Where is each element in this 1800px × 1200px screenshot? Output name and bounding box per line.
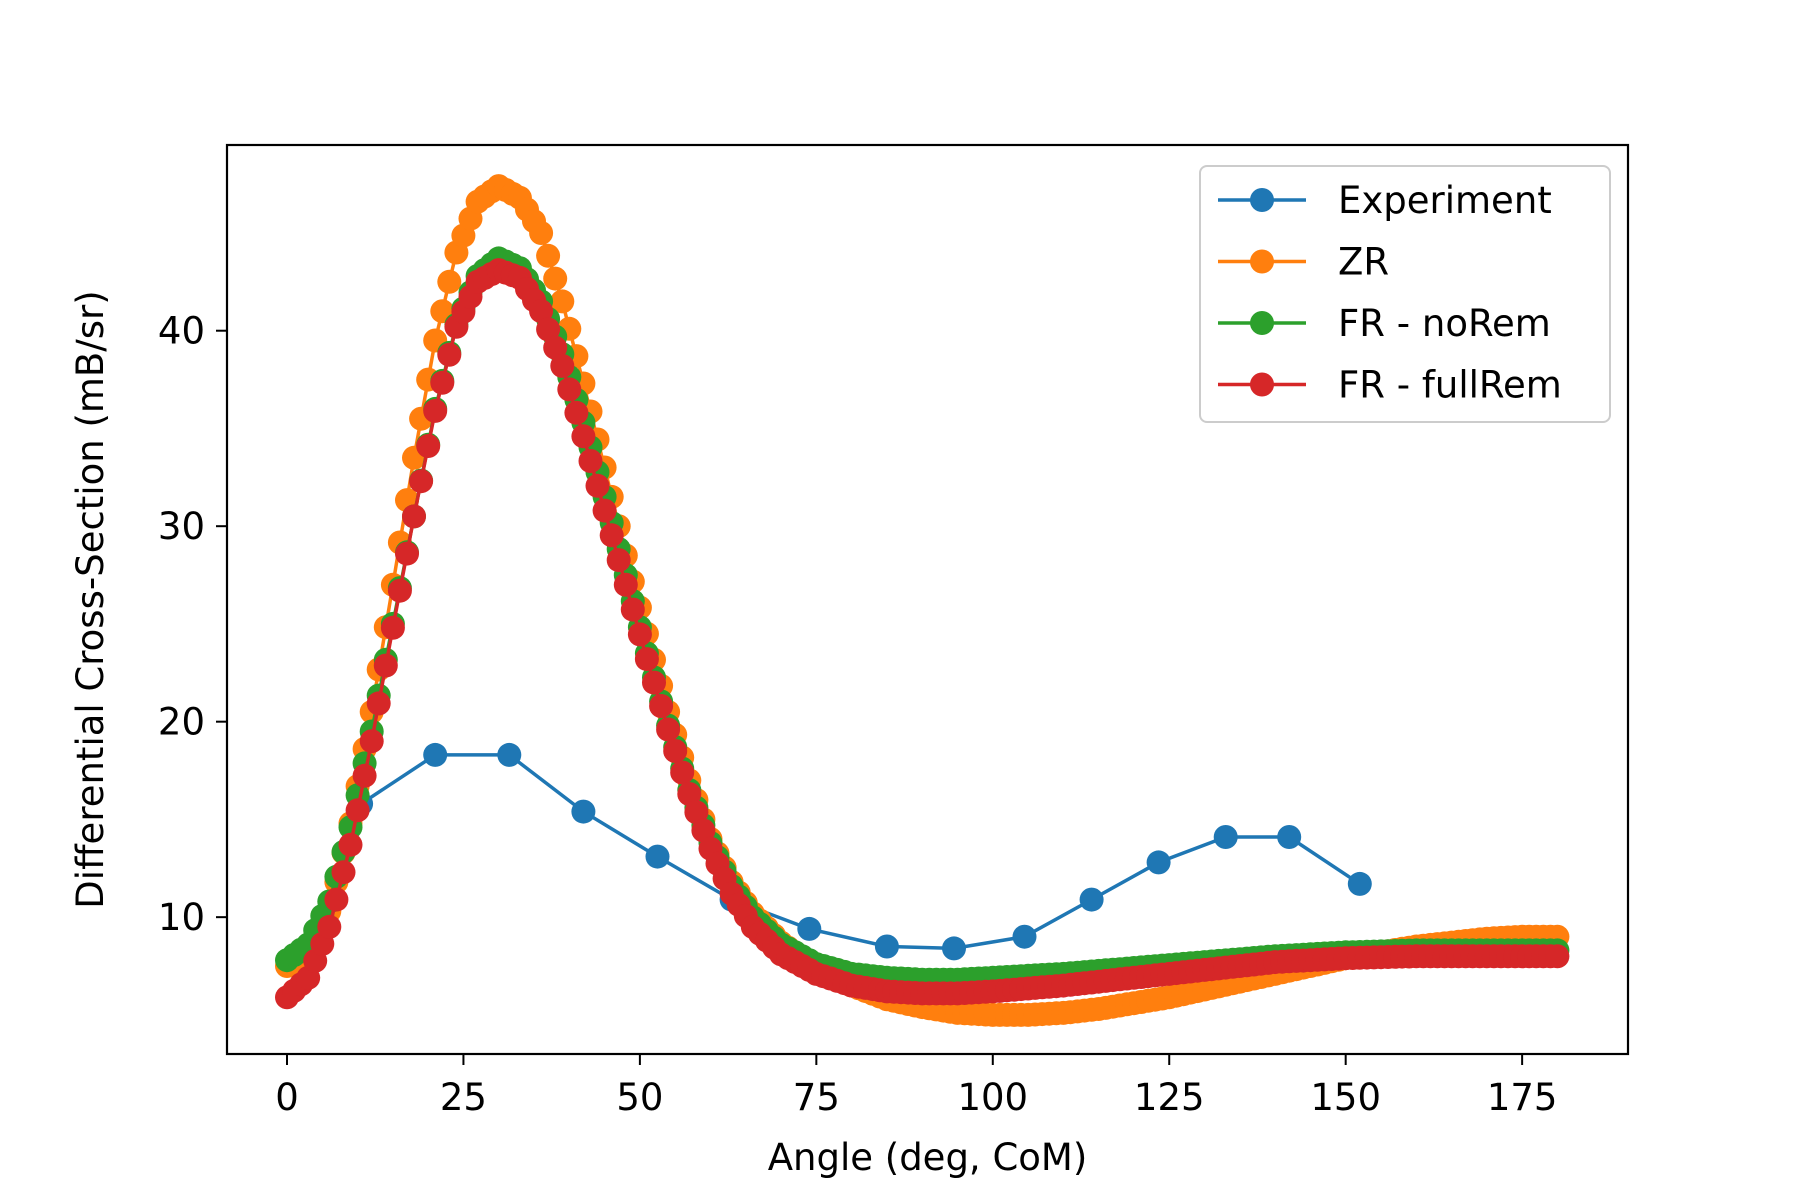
data-point xyxy=(564,400,589,425)
legend-item: Experiment xyxy=(1218,179,1552,222)
data-point xyxy=(352,763,377,788)
y-tick-label: 30 xyxy=(158,505,205,548)
y-tick-label: 40 xyxy=(158,310,205,353)
data-point xyxy=(571,799,596,824)
data-point xyxy=(550,353,575,378)
data-point xyxy=(663,739,688,763)
x-tick-label: 175 xyxy=(1487,1076,1558,1119)
x-tick-label: 25 xyxy=(440,1076,487,1119)
data-point xyxy=(529,221,554,245)
data-point xyxy=(1012,924,1037,949)
x-tick-label: 0 xyxy=(275,1076,299,1119)
data-point xyxy=(942,936,966,961)
data-point xyxy=(437,269,462,294)
series-layer xyxy=(275,174,1570,1027)
x-tick-label: 150 xyxy=(1310,1076,1381,1119)
data-point xyxy=(430,370,455,395)
legend: Experiment ZR FR - noRem FR - fullRem xyxy=(1199,165,1611,423)
series-0 xyxy=(349,742,1372,961)
y-tick-label: 20 xyxy=(158,701,205,744)
data-point xyxy=(529,299,554,324)
data-point xyxy=(645,844,670,869)
data-point xyxy=(324,887,349,912)
data-point xyxy=(627,622,652,647)
data-point xyxy=(578,449,603,473)
legend-box xyxy=(1199,165,1611,423)
legend-label: ZR xyxy=(1338,241,1389,284)
x-tick-label: 125 xyxy=(1134,1076,1205,1119)
data-point xyxy=(649,694,674,718)
data-point xyxy=(1213,825,1238,849)
data-point xyxy=(557,377,582,402)
data-point xyxy=(366,691,391,716)
data-point xyxy=(599,523,624,548)
x-tick-label: 75 xyxy=(793,1076,840,1119)
ticks-layer: 0 25 50 75 100 125 150 175 10 20 30 40 xyxy=(158,310,1558,1119)
data-point xyxy=(684,800,709,825)
data-point xyxy=(634,647,659,672)
x-axis-label: Angle (deg, CoM) xyxy=(768,1136,1088,1179)
data-point xyxy=(543,266,568,291)
series-3 xyxy=(275,258,1570,1010)
data-point xyxy=(670,760,695,785)
data-point xyxy=(423,742,448,767)
x-tick-label: 100 xyxy=(957,1076,1028,1119)
legend-item: ZR xyxy=(1218,241,1389,284)
data-point xyxy=(656,717,681,742)
data-point xyxy=(642,670,666,695)
data-point xyxy=(543,335,568,360)
series-line xyxy=(360,753,1361,951)
data-point xyxy=(437,342,462,367)
x-tick-label: 50 xyxy=(616,1076,663,1119)
y-tick-label: 10 xyxy=(158,896,205,939)
data-point xyxy=(497,742,522,767)
data-point xyxy=(536,243,561,268)
legend-item: FR - fullRem xyxy=(1218,364,1562,407)
data-point xyxy=(613,572,638,597)
legend-marker xyxy=(1250,372,1274,397)
data-point xyxy=(416,434,441,458)
legend-marker xyxy=(1250,311,1274,335)
data-point xyxy=(571,424,596,449)
data-point xyxy=(1079,887,1104,912)
data-point xyxy=(1347,871,1372,896)
legend-label: FR - fullRem xyxy=(1338,364,1562,407)
data-point xyxy=(331,860,356,885)
plot-frame xyxy=(225,143,1630,1056)
data-point xyxy=(1545,944,1570,969)
legend-marker xyxy=(1250,249,1274,274)
data-point xyxy=(338,832,363,857)
data-point xyxy=(387,578,412,603)
data-point xyxy=(395,541,419,566)
data-point xyxy=(677,782,702,806)
data-point xyxy=(585,473,610,498)
legend-marker xyxy=(1250,188,1274,212)
data-point xyxy=(359,729,384,754)
data-point xyxy=(345,798,370,823)
data-point xyxy=(550,289,575,314)
data-point xyxy=(606,548,631,573)
data-point xyxy=(380,615,405,640)
data-point xyxy=(402,504,426,529)
data-point xyxy=(797,916,822,941)
data-point xyxy=(592,498,617,523)
data-point xyxy=(691,818,716,843)
y-axis-label: Differential Cross-Section (mB/sr) xyxy=(69,290,112,908)
data-point xyxy=(317,914,342,939)
data-point xyxy=(409,469,434,494)
data-point xyxy=(536,317,561,342)
data-point xyxy=(1277,825,1302,849)
data-point xyxy=(874,934,899,959)
data-point xyxy=(620,597,645,622)
legend-item: FR - noRem xyxy=(1218,302,1551,345)
data-point xyxy=(1146,850,1171,875)
legend-label: FR - noRem xyxy=(1338,302,1551,345)
legend-label: Experiment xyxy=(1338,179,1552,222)
data-point xyxy=(373,653,398,678)
data-point xyxy=(423,398,448,423)
